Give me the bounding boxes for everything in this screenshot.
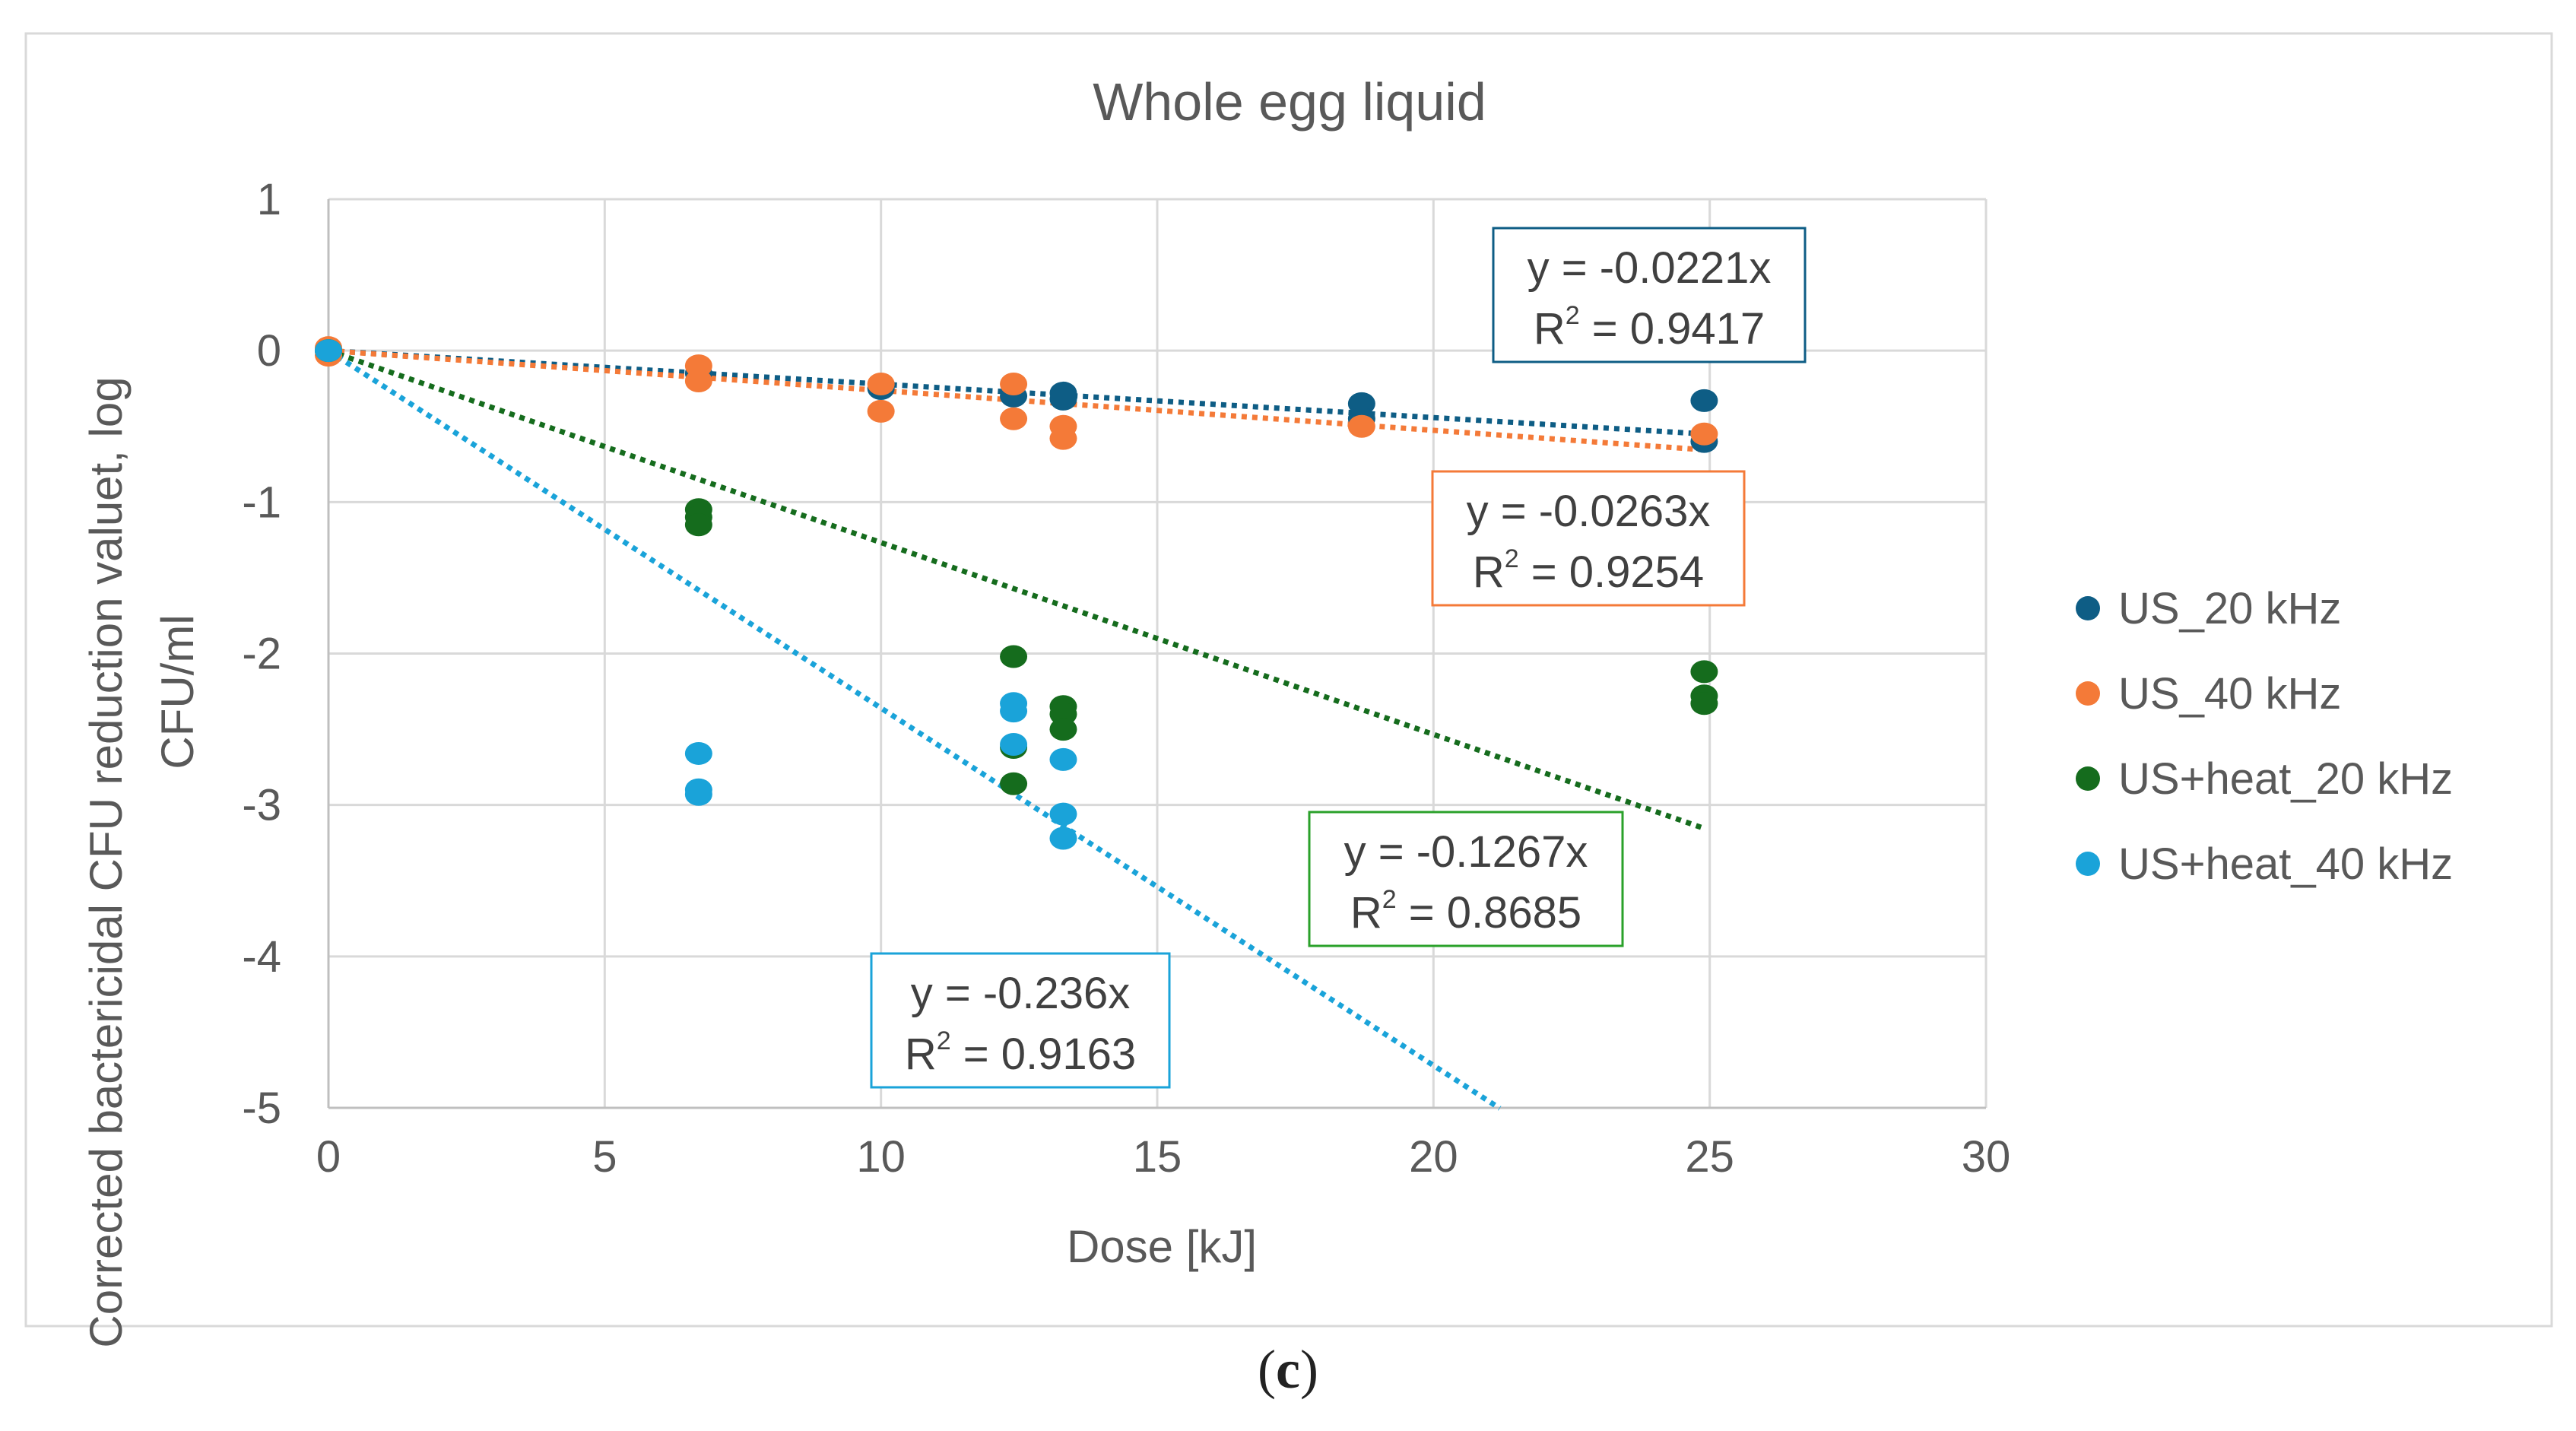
legend-label-us-heat-20khz: US+heat_20 kHz — [2118, 754, 2453, 804]
equation-text: y = -0.0263x — [1467, 487, 1711, 536]
equation-box-us-heat-20khz: y = -0.1267x R2 = 0.8685 — [1308, 811, 1624, 947]
r-squared-value: 0.8685 — [1447, 888, 1581, 938]
data-point-series-0 — [1690, 389, 1718, 412]
data-point-series-1 — [1000, 372, 1028, 395]
data-point-series-2 — [1690, 692, 1718, 716]
equation-box-us-40khz: y = -0.0263x R2 = 0.9254 — [1431, 470, 1746, 607]
data-points — [315, 336, 1718, 850]
y-tick-label: -5 — [242, 1084, 281, 1133]
equation-box-border — [1308, 811, 1624, 947]
data-point-series-3 — [1049, 802, 1077, 826]
data-point-series-2 — [1049, 718, 1077, 741]
y-tick-label: 1 — [257, 175, 281, 224]
data-point-series-1 — [1049, 427, 1077, 450]
equation-box-border — [1431, 470, 1746, 607]
legend-marker-us-40khz — [2076, 681, 2100, 706]
data-point-series-2 — [1000, 772, 1028, 795]
data-point-series-1 — [867, 372, 895, 395]
data-point-series-2 — [684, 513, 712, 537]
x-tick-label: 5 — [592, 1132, 617, 1182]
x-axis-label: Dose [kJ] — [1067, 1221, 1257, 1272]
trendline-series-3 — [327, 348, 1502, 1111]
data-point-series-3 — [684, 782, 712, 806]
legend-label-us-heat-40khz: US+heat_40 kHz — [2118, 839, 2453, 889]
data-point-series-1 — [684, 370, 712, 392]
r-squared-text: R2 = 0.8685 — [1350, 885, 1581, 938]
legend-marker-us-heat-20khz — [2076, 766, 2100, 791]
caption-letter: c — [1276, 1339, 1300, 1400]
data-point-series-3 — [1000, 733, 1028, 756]
data-point-series-3 — [1049, 827, 1077, 850]
legend-marker-us-20khz — [2076, 596, 2100, 620]
data-point-series-3 — [1049, 747, 1077, 771]
data-point-series-2 — [1690, 660, 1718, 684]
data-point-series-1 — [867, 399, 895, 423]
r-squared-value: 0.9254 — [1569, 547, 1704, 597]
r-squared-value: 0.9417 — [1630, 304, 1765, 354]
legend-marker-us-heat-40khz — [2076, 852, 2100, 876]
figure-caption: (c) — [1258, 1339, 1318, 1400]
r-squared-text: R2 = 0.9163 — [905, 1026, 1136, 1079]
data-point-series-2 — [1000, 645, 1028, 668]
trendline-series-2 — [327, 347, 1705, 831]
data-point-series-3 — [315, 339, 342, 363]
y-tick-label: -3 — [242, 781, 281, 830]
y-tick-label: -2 — [242, 630, 281, 679]
x-tick-label: 0 — [316, 1132, 341, 1182]
x-tick-label: 25 — [1685, 1132, 1734, 1182]
y-tick-label: -1 — [242, 478, 281, 527]
equation-box-border — [1492, 227, 1807, 363]
y-tick-label: 0 — [257, 326, 281, 376]
equation-box-us-20khz: y = -0.0221x R2 = 0.9417 — [1492, 227, 1807, 363]
equation-text: y = -0.0221x — [1528, 243, 1772, 293]
r-squared-value: 0.9163 — [1001, 1030, 1136, 1079]
x-tick-label: 30 — [1962, 1132, 2011, 1182]
x-tick-label: 20 — [1409, 1132, 1458, 1182]
y-axis-label-line-1: Corrected bactericidal CFU reduction val… — [81, 376, 132, 1347]
y-axis-label-line-2: CFU/ml — [152, 614, 203, 769]
chart-title: Whole egg liquid — [1093, 72, 1486, 132]
axes: 10-1-2-3-4-50 5 10 15 20 25 30 — [242, 175, 2010, 1182]
y-tick-label: -4 — [242, 932, 281, 982]
x-tick-label: 15 — [1133, 1132, 1182, 1182]
trendlines — [327, 347, 1705, 1111]
data-point-series-1 — [1347, 414, 1375, 438]
equation-box-border — [870, 952, 1171, 1089]
legend-label-us-40khz: US_40 kHz — [2118, 669, 2341, 719]
equation-text: y = -0.236x — [911, 969, 1131, 1018]
equation-box-us-heat-40khz: y = -0.236x R2 = 0.9163 — [870, 952, 1171, 1089]
legend-label-us-20khz: US_20 kHz — [2118, 584, 2341, 633]
legend: US_20 kHz US_40 kHz US+heat_20 kHz US+he… — [2076, 584, 2453, 889]
chart-frame — [24, 32, 2553, 1328]
data-point-series-3 — [1000, 700, 1028, 723]
data-point-series-1 — [1000, 407, 1028, 430]
data-point-series-3 — [684, 741, 712, 765]
data-point-series-0 — [1049, 387, 1077, 411]
equation-text: y = -0.1267x — [1344, 827, 1588, 877]
data-point-series-1 — [1690, 422, 1718, 446]
x-tick-label: 10 — [856, 1132, 906, 1182]
